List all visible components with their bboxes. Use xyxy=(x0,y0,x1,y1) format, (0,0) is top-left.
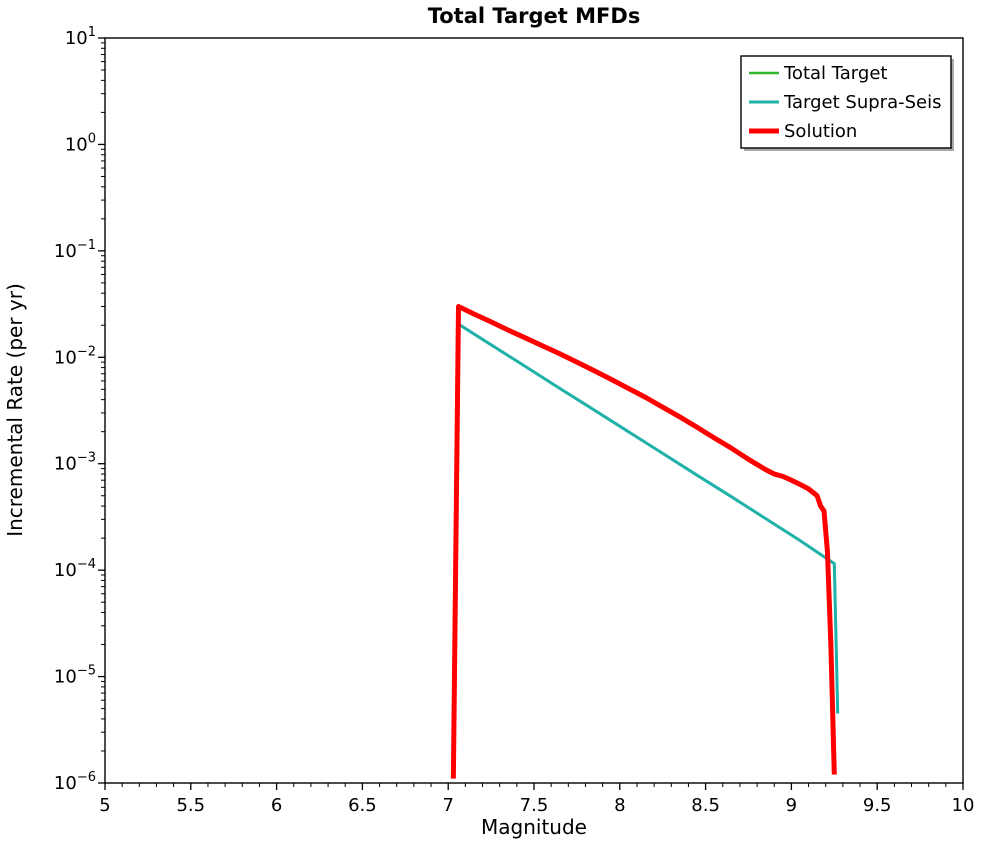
legend-label-total-target: Total Target xyxy=(783,63,887,84)
y-axis-ticks: 101 100 10−1 10−2 10−3 10−4 10−5 10−6 xyxy=(54,25,105,794)
x-tick-label: 8.5 xyxy=(691,795,720,816)
legend-label-target-supra-seis: Target Supra-Seis xyxy=(783,92,941,113)
chart-title: Total Target MFDs xyxy=(428,4,641,28)
series-lines xyxy=(450,304,840,779)
series-solution xyxy=(450,304,837,779)
y-tick-label: 10−2 xyxy=(54,344,96,368)
y-tick-label: 10−1 xyxy=(54,238,96,262)
x-tick-label: 8 xyxy=(614,795,625,816)
plot-area: 5 5.5 6 6.5 7 7.5 8 8.5 9 9.5 10 101 100 10−1 10−2 10−3… xyxy=(54,25,975,816)
x-tick-label: 6 xyxy=(271,795,282,816)
legend-label-solution: Solution xyxy=(784,121,857,142)
x-tick-label: 9.5 xyxy=(863,795,892,816)
y-tick-label: 10−6 xyxy=(54,770,96,794)
x-tick-label: 9 xyxy=(786,795,797,816)
x-tick-label: 5 xyxy=(99,795,110,816)
series-total-target xyxy=(456,321,839,714)
y-tick-label: 10−4 xyxy=(54,557,96,581)
y-tick-label: 101 xyxy=(65,25,96,49)
x-axis-label: Magnitude xyxy=(481,815,587,839)
plot-frame xyxy=(104,37,964,784)
legend: Total Target Target Supra-Seis Solution xyxy=(740,55,954,151)
x-axis-ticks: 5 5.5 6 6.5 7 7.5 8 8.5 9 9.5 10 xyxy=(99,783,974,816)
series-target-supra-seis xyxy=(455,321,840,714)
y-tick-label: 10−5 xyxy=(54,664,96,688)
y-tick-label: 100 xyxy=(65,131,96,155)
x-tick-label: 5.5 xyxy=(176,795,205,816)
y-axis-label: Incremental Rate (per yr) xyxy=(3,283,27,537)
x-tick-label: 7 xyxy=(442,795,453,816)
y-tick-label: 10−3 xyxy=(54,451,96,475)
x-tick-label: 6.5 xyxy=(348,795,377,816)
x-tick-label: 7.5 xyxy=(520,795,549,816)
x-tick-label: 10 xyxy=(952,795,975,816)
